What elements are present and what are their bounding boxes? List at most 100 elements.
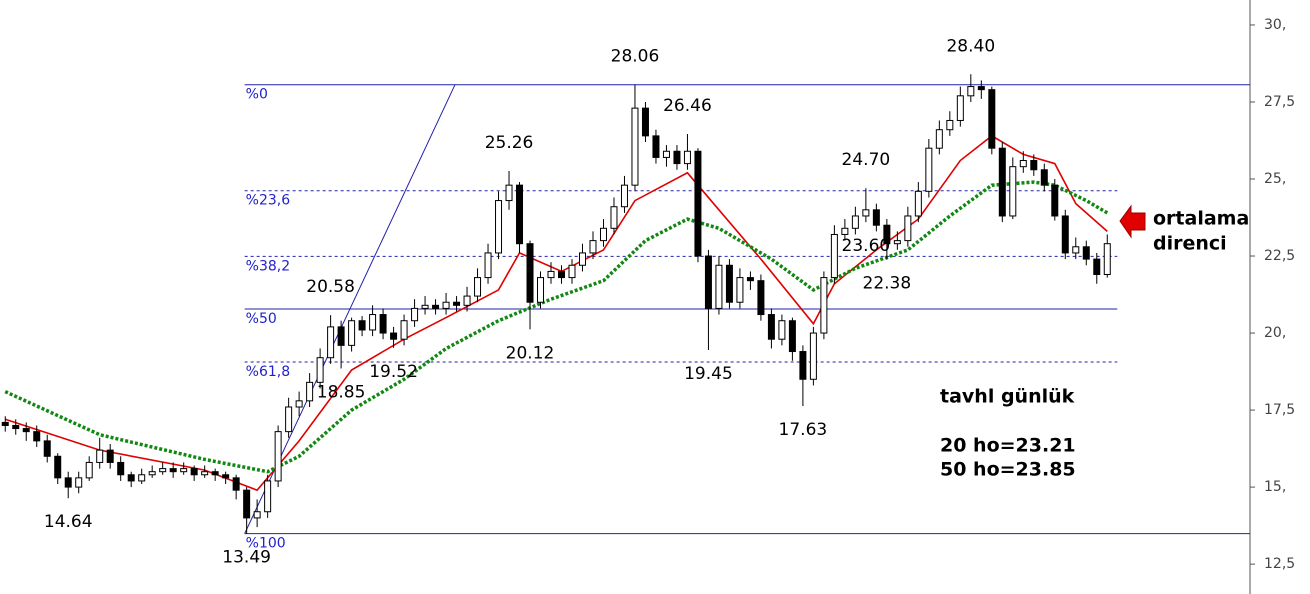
candle-body xyxy=(599,227,607,242)
y-tick-label: 20, xyxy=(1264,325,1286,341)
price-annotation: 18.85 xyxy=(317,382,366,402)
candle-body xyxy=(201,471,209,476)
candle-body xyxy=(1072,246,1080,254)
candle-body xyxy=(159,468,167,473)
resistance-note: direnci xyxy=(1153,233,1227,255)
candle-body xyxy=(432,304,440,309)
candle-body xyxy=(537,277,545,303)
candle-body xyxy=(526,243,534,303)
y-tick-label: 12,5 xyxy=(1264,556,1295,572)
candle-body xyxy=(956,95,964,121)
candle-body xyxy=(495,200,503,254)
candle-body xyxy=(463,295,471,306)
candle-body xyxy=(1061,215,1069,254)
candle-body xyxy=(809,332,817,380)
candle-body xyxy=(914,190,922,217)
price-annotation: 19.45 xyxy=(684,364,733,384)
candle-body xyxy=(1040,169,1048,186)
y-tick-label: 15, xyxy=(1264,479,1286,495)
fib-label: %50 xyxy=(246,311,277,327)
candle-body xyxy=(568,264,576,279)
price-annotation: 22.38 xyxy=(863,274,912,294)
fib-label: %0 xyxy=(246,87,268,103)
candle-body xyxy=(169,468,177,473)
candle-body xyxy=(54,455,62,479)
resistance-arrow xyxy=(1119,204,1146,239)
candle-body xyxy=(106,449,114,463)
candle-body xyxy=(673,150,681,165)
y-tick-label: 22,5 xyxy=(1264,248,1295,264)
candle-body xyxy=(180,468,188,473)
candle-body xyxy=(22,428,30,433)
candle-body xyxy=(641,107,649,137)
candle-body xyxy=(589,240,597,254)
y-tick-label: 25, xyxy=(1264,171,1286,187)
price-annotation: 28.40 xyxy=(946,36,995,56)
candle-body xyxy=(862,209,870,217)
candle-body xyxy=(390,332,398,340)
candle-body xyxy=(872,209,880,226)
price-annotation: 23.60 xyxy=(842,236,891,256)
candle-body xyxy=(421,304,429,309)
candle-body xyxy=(935,129,943,149)
candle-body xyxy=(369,314,377,331)
candle-body xyxy=(1019,160,1027,168)
candle-body xyxy=(578,252,586,266)
price-annotation: 26.46 xyxy=(663,96,712,116)
candle-body xyxy=(767,314,775,340)
candle-body xyxy=(127,474,135,482)
candle-body xyxy=(788,320,796,353)
candle-body xyxy=(295,400,303,408)
candle-body xyxy=(43,440,51,457)
candle-body xyxy=(746,277,754,282)
candle-body xyxy=(778,320,786,340)
candle-body xyxy=(631,107,639,186)
candle-body xyxy=(925,147,933,192)
candle-body xyxy=(379,314,387,334)
candle-body xyxy=(516,184,524,245)
candle-body xyxy=(337,326,345,346)
candle-body xyxy=(610,206,618,229)
candle-body xyxy=(893,240,901,245)
candle-body xyxy=(851,215,859,229)
candle-body xyxy=(33,431,41,442)
candle-body xyxy=(1009,166,1017,217)
candle-body xyxy=(274,431,282,482)
y-tick-label: 27,5 xyxy=(1264,94,1295,110)
candle-body xyxy=(411,307,419,322)
moving-average xyxy=(4,180,1109,474)
candle-body xyxy=(946,119,954,131)
candle-body xyxy=(306,381,314,402)
price-annotation: 17.63 xyxy=(779,420,828,440)
candle-body xyxy=(547,270,555,279)
candle-body xyxy=(694,150,702,257)
candle-body xyxy=(190,468,198,476)
candle-body xyxy=(841,227,849,235)
candle-body xyxy=(327,326,335,359)
candle-body xyxy=(715,264,723,309)
price-annotation: 25.26 xyxy=(485,133,534,153)
candle-body xyxy=(211,471,219,476)
candle-body xyxy=(1082,246,1090,260)
candle-body xyxy=(725,264,733,303)
fib-label: %100 xyxy=(246,536,286,552)
price-annotation: 28.06 xyxy=(611,47,660,67)
candle-body xyxy=(232,477,240,491)
fib-label: %38,2 xyxy=(246,258,290,274)
candle-body xyxy=(1030,160,1038,171)
candle-body xyxy=(505,184,513,202)
candle-body xyxy=(652,135,660,158)
candle-body xyxy=(85,461,93,479)
candle-body xyxy=(474,277,482,297)
candle-body xyxy=(285,406,293,433)
price-annotation: 14.64 xyxy=(44,512,93,532)
candle-body xyxy=(253,511,261,519)
candle-body xyxy=(998,147,1006,217)
price-annotation: 19.52 xyxy=(369,362,418,382)
candle-body xyxy=(348,320,356,346)
candle-body xyxy=(75,477,83,488)
candle-body xyxy=(243,489,251,519)
candle-body xyxy=(1051,184,1059,217)
y-tick-label: 30, xyxy=(1264,17,1286,33)
